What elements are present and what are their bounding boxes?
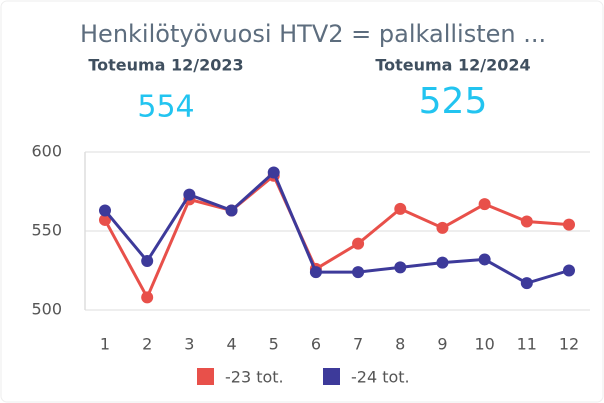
- legend-label: -23 tot.: [225, 368, 284, 387]
- x-tick-label: 6: [311, 335, 321, 354]
- data-point: [141, 255, 154, 268]
- kpi-value: 525: [419, 81, 488, 122]
- y-tick-label: 600: [31, 142, 62, 161]
- data-point: [183, 188, 196, 201]
- card-title: Henkilötyövuosi HTV2 = palkallisten ...: [80, 20, 546, 48]
- data-point: [520, 277, 533, 290]
- x-tick-label: 1: [100, 335, 110, 354]
- x-tick-label: 11: [517, 335, 537, 354]
- data-point: [394, 261, 407, 274]
- series-line: [103, 173, 570, 301]
- x-tick-label: 9: [437, 335, 447, 354]
- data-point: [352, 237, 365, 250]
- data-point: [394, 202, 407, 215]
- y-tick-label: 550: [31, 221, 62, 240]
- data-point: [478, 198, 491, 211]
- data-point: [478, 253, 491, 266]
- kpi-label: Toteuma 12/2023: [88, 56, 243, 75]
- data-point: [309, 266, 322, 279]
- data-point: [520, 215, 533, 228]
- x-tick-label: 2: [142, 335, 152, 354]
- legend-swatch: [323, 368, 340, 385]
- x-tick-label: 7: [353, 335, 363, 354]
- x-tick-label: 8: [395, 335, 405, 354]
- data-point: [99, 213, 111, 226]
- kpi-value: 554: [137, 90, 194, 125]
- legend-swatch: [197, 368, 214, 385]
- x-tick-label: 12: [559, 335, 579, 354]
- data-point: [563, 218, 575, 231]
- x-tick-label: 5: [269, 335, 279, 354]
- data-point: [99, 204, 111, 217]
- data-point: [352, 266, 365, 279]
- data-point: [436, 221, 449, 234]
- data-point: [141, 291, 154, 304]
- data-point: [225, 204, 238, 217]
- legend-label: -24 tot.: [351, 368, 410, 387]
- data-point: [436, 256, 449, 269]
- x-tick-label: 10: [474, 335, 494, 354]
- data-point: [267, 166, 280, 179]
- kpi-label: Toteuma 12/2024: [375, 56, 530, 75]
- data-point: [563, 264, 575, 277]
- y-tick-label: 500: [31, 300, 62, 319]
- x-tick-label: 3: [184, 335, 194, 354]
- series-line: [103, 170, 570, 285]
- x-tick-label: 4: [226, 335, 236, 354]
